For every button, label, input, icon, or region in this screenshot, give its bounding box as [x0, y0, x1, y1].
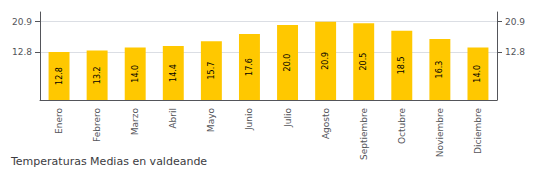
svg-text:14.0: 14.0	[131, 65, 140, 83]
svg-text:Noviembre: Noviembre	[435, 108, 445, 158]
svg-text:20.9: 20.9	[321, 52, 330, 70]
svg-text:20.9: 20.9	[12, 17, 32, 27]
svg-text:13.2: 13.2	[93, 66, 102, 84]
svg-text:Octubre: Octubre	[397, 108, 407, 144]
svg-text:15.7: 15.7	[207, 62, 216, 80]
svg-text:Diciembre: Diciembre	[473, 108, 483, 154]
svg-text:16.3: 16.3	[435, 61, 444, 79]
svg-text:12.8: 12.8	[55, 67, 64, 85]
svg-text:Julio: Julio	[283, 108, 293, 128]
svg-text:Mayo: Mayo	[206, 108, 216, 133]
svg-text:Temperaturas Medias en valdean: Temperaturas Medias en valdeande	[10, 155, 207, 168]
svg-text:20.5: 20.5	[359, 53, 368, 71]
svg-text:Junio: Junio	[244, 108, 254, 132]
svg-text:17.6: 17.6	[245, 58, 254, 76]
svg-text:20.9: 20.9	[505, 17, 525, 27]
svg-text:18.5: 18.5	[397, 56, 406, 74]
svg-text:Agosto: Agosto	[321, 108, 331, 140]
svg-text:Abril: Abril	[168, 108, 178, 129]
svg-text:20.0: 20.0	[283, 54, 292, 72]
svg-text:14.0: 14.0	[473, 65, 482, 83]
svg-text:Marzo: Marzo	[130, 108, 140, 136]
svg-text:12.8: 12.8	[12, 47, 32, 57]
svg-text:14.4: 14.4	[169, 64, 178, 82]
svg-text:Enero: Enero	[54, 108, 64, 134]
svg-text:Septiembre: Septiembre	[359, 108, 369, 161]
svg-text:12.8: 12.8	[505, 47, 525, 57]
svg-text:Febrero: Febrero	[92, 108, 102, 142]
